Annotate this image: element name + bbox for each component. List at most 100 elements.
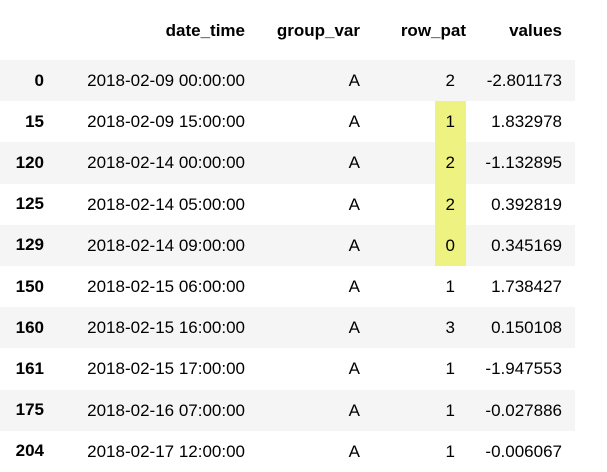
table-cell: 1: [367, 390, 466, 431]
table-cell: 0.345169: [466, 225, 575, 266]
table-cell: 2018-02-17 12:00:00: [50, 431, 252, 472]
table-row: 160 2018-02-15 16:00:00 A 3 0.150108: [0, 307, 575, 349]
cell-text: 3: [445, 318, 455, 338]
cell-text: 2018-02-15 17:00:00: [87, 359, 245, 379]
table-cell: 0.392819: [466, 184, 575, 225]
column-header: date_time: [165, 21, 245, 40]
table-cell: 2018-02-09 15:00:00: [50, 101, 252, 142]
table-cell: -0.006067: [466, 431, 575, 472]
cell-text: 2018-02-14 00:00:00: [87, 153, 245, 173]
table-cell: A: [252, 307, 367, 348]
row-index: 15: [25, 111, 44, 131]
cell-text: A: [348, 112, 360, 132]
table-row: 161 2018-02-15 17:00:00 A 1 -1.947553: [0, 348, 575, 389]
table-cell: 2: [367, 142, 466, 184]
cell-text: A: [348, 194, 360, 214]
cell-text: 1.832978: [491, 112, 562, 132]
cell-text: 1.738427: [491, 277, 562, 297]
cell-text: 0.150108: [491, 318, 562, 338]
column-header: values: [509, 21, 562, 40]
cell-text: 2: [434, 142, 466, 184]
cell-text: 2018-02-14 09:00:00: [87, 235, 245, 255]
table-cell: A: [252, 431, 367, 472]
table-cell: 2018-02-14 09:00:00: [50, 225, 252, 266]
cell-text: 1: [445, 400, 455, 420]
table-cell: 3: [367, 307, 466, 348]
table-cell: 2018-02-15 17:00:00: [50, 348, 252, 389]
table-cell: 2: [367, 60, 466, 101]
cell-text: A: [348, 400, 360, 420]
cell-text: 2: [434, 183, 466, 225]
table-row: 15 2018-02-09 15:00:00 A 1 1.832978: [0, 101, 575, 143]
cell-text: -2.801173: [486, 71, 562, 90]
cell-text: 2018-02-09 15:00:00: [87, 112, 245, 132]
cell-text: A: [348, 277, 360, 297]
row-index: 161: [15, 359, 44, 379]
cell-text: 2018-02-16 07:00:00: [87, 400, 245, 420]
table-cell: 2018-02-09 00:00:00: [50, 60, 252, 101]
table-cell: 1: [367, 101, 466, 143]
table-row: 120 2018-02-14 00:00:00 A 2 -1.132895: [0, 142, 575, 184]
cell-text: A: [348, 359, 360, 379]
cell-text: 1: [445, 359, 455, 379]
cell-text: 2018-02-15 06:00:00: [87, 277, 245, 297]
cell-text: -0.027886: [485, 400, 562, 420]
table-cell: A: [252, 348, 367, 389]
table-row: 125 2018-02-14 05:00:00 A 2 0.392819: [0, 183, 575, 225]
table-header: date_time group_var row_pat values: [0, 0, 575, 60]
table-cell: -0.027886: [466, 390, 575, 431]
table-row: 204 2018-02-17 12:00:00 A 1 -0.006067: [0, 431, 575, 472]
table-row: 175 2018-02-16 07:00:00 A 1 -0.027886: [0, 389, 575, 431]
cell-text: 2018-02-14 05:00:00: [87, 194, 245, 214]
row-index: 204: [15, 441, 44, 461]
table-cell: 0.150108: [466, 307, 575, 348]
table-cell: -2.801173: [466, 60, 575, 101]
table-cell: -1.947553: [466, 348, 575, 389]
cell-text: -1.132895: [485, 153, 562, 173]
table-cell: 1: [367, 431, 466, 472]
table-row: 0 2018-02-09 00:00:00 A 2 -2.801173: [0, 60, 575, 102]
row-index: 175: [15, 400, 44, 420]
table-cell: 2018-02-15 06:00:00: [50, 266, 252, 307]
table-cell: 2018-02-15 16:00:00: [50, 307, 252, 348]
cell-text: 0.392819: [491, 194, 562, 214]
row-index: 160: [15, 317, 44, 337]
table-row: 150 2018-02-15 06:00:00 A 1 1.738427: [0, 266, 575, 307]
table-cell: 1: [367, 348, 466, 389]
row-index: 125: [15, 194, 44, 214]
cell-text: 0: [434, 224, 466, 267]
cell-text: 2018-02-15 16:00:00: [87, 318, 245, 338]
table-cell: 1.738427: [466, 266, 575, 307]
cell-text: A: [348, 318, 360, 338]
row-index: 129: [15, 235, 44, 255]
table-cell: 0: [367, 224, 466, 267]
index-header: [0, 0, 50, 60]
cell-text: 0.345169: [491, 235, 562, 255]
dataframe-table: date_time group_var row_pat values 0 2018-02…: [0, 0, 575, 472]
cell-text: A: [348, 153, 360, 173]
table-cell: 2018-02-14 00:00:00: [50, 142, 252, 183]
table-cell: A: [252, 142, 367, 183]
table-cell: -1.132895: [466, 142, 575, 183]
table-cell: A: [252, 184, 367, 225]
cell-text: 1: [434, 101, 466, 143]
table-cell: A: [252, 60, 367, 101]
table-cell: A: [252, 101, 367, 142]
table-cell: 1.832978: [466, 101, 575, 142]
row-index: 0: [34, 70, 44, 90]
cell-text: A: [348, 235, 360, 255]
cell-text: -0.006067: [485, 441, 562, 461]
table-cell: 1: [367, 266, 466, 307]
column-header: group_var: [276, 21, 360, 40]
table-cell: A: [252, 390, 367, 431]
cell-text: 2018-02-09 00:00:00: [87, 71, 245, 90]
table-row: 129 2018-02-14 09:00:00 A 0 0.345169: [0, 224, 575, 267]
cell-text: -1.947553: [485, 359, 562, 379]
table-cell: A: [252, 225, 367, 266]
table-cell: 2018-02-16 07:00:00: [50, 390, 252, 431]
table-cell: 2018-02-14 05:00:00: [50, 184, 252, 225]
cell-text: A: [348, 441, 360, 461]
cell-text: 2: [445, 71, 455, 90]
table-cell: 2: [367, 183, 466, 225]
